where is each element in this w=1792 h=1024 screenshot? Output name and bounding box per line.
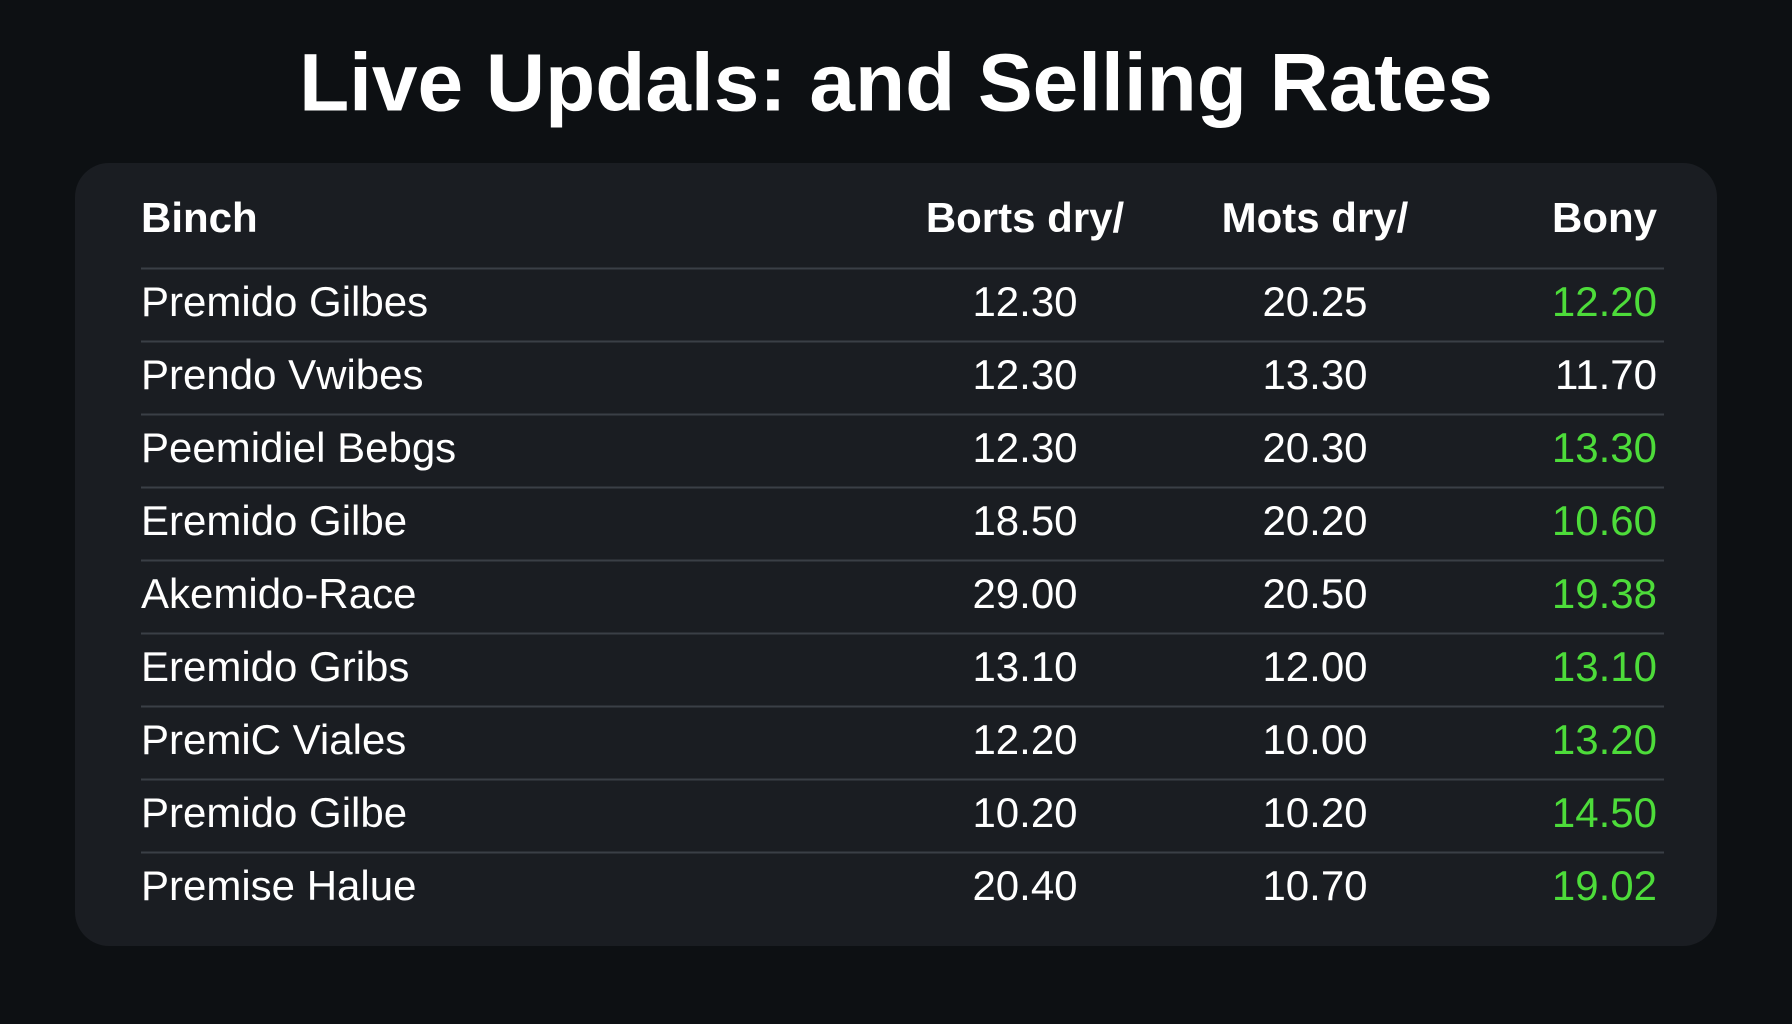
row-label: Prendo Vwibes — [141, 351, 424, 398]
column-header: Bony — [1552, 194, 1658, 241]
row-label: Premise Halue — [141, 862, 416, 909]
column-header: Borts dry/ — [926, 194, 1125, 241]
row-label: Peemidiel Bebgs — [141, 424, 456, 471]
rate-cell: 12.30 — [972, 351, 1077, 398]
row-label: Eremido Gilbe — [141, 497, 407, 544]
rate-cell: 12.30 — [972, 424, 1077, 471]
rate-cell: 19.38 — [1552, 570, 1657, 617]
rate-cell: 13.10 — [972, 643, 1077, 690]
rate-cell: 10.60 — [1552, 497, 1657, 544]
rate-cell: 10.20 — [1262, 789, 1367, 836]
column-header: Mots dry/ — [1222, 194, 1409, 241]
rate-cell: 20.20 — [1262, 497, 1367, 544]
table-panel — [75, 163, 1717, 946]
row-label: Eremido Gribs — [141, 643, 409, 690]
rate-cell: 11.70 — [1555, 351, 1657, 398]
rate-cell: 20.40 — [972, 862, 1077, 909]
rate-cell: 19.02 — [1552, 862, 1657, 909]
rate-cell: 14.50 — [1552, 789, 1657, 836]
column-header: Binch — [141, 194, 258, 241]
rate-cell: 18.50 — [972, 497, 1077, 544]
rate-cell: 12.30 — [972, 278, 1077, 325]
rate-cell: 12.20 — [1552, 278, 1657, 325]
rate-cell: 13.10 — [1552, 643, 1657, 690]
rate-cell: 29.00 — [972, 570, 1077, 617]
rate-cell: 10.70 — [1262, 862, 1367, 909]
rate-cell: 13.30 — [1262, 351, 1367, 398]
row-label: PremiC Viales — [141, 716, 406, 763]
rate-cell: 12.00 — [1262, 643, 1367, 690]
title: Live Updals: and Selling Rates — [299, 38, 1493, 129]
row-label: Premido Gilbes — [141, 278, 428, 325]
rate-cell: 12.20 — [972, 716, 1077, 763]
rate-cell: 10.20 — [972, 789, 1077, 836]
rate-cell: 13.30 — [1552, 424, 1657, 471]
rate-cell: 13.20 — [1552, 716, 1657, 763]
rate-cell: 20.25 — [1262, 278, 1367, 325]
rate-cell: 10.00 — [1262, 716, 1367, 763]
rate-cell: 20.50 — [1262, 570, 1367, 617]
row-label: Premido Gilbe — [141, 789, 407, 836]
rate-cell: 20.30 — [1262, 424, 1367, 471]
row-label: Akemido-Race — [141, 570, 416, 617]
